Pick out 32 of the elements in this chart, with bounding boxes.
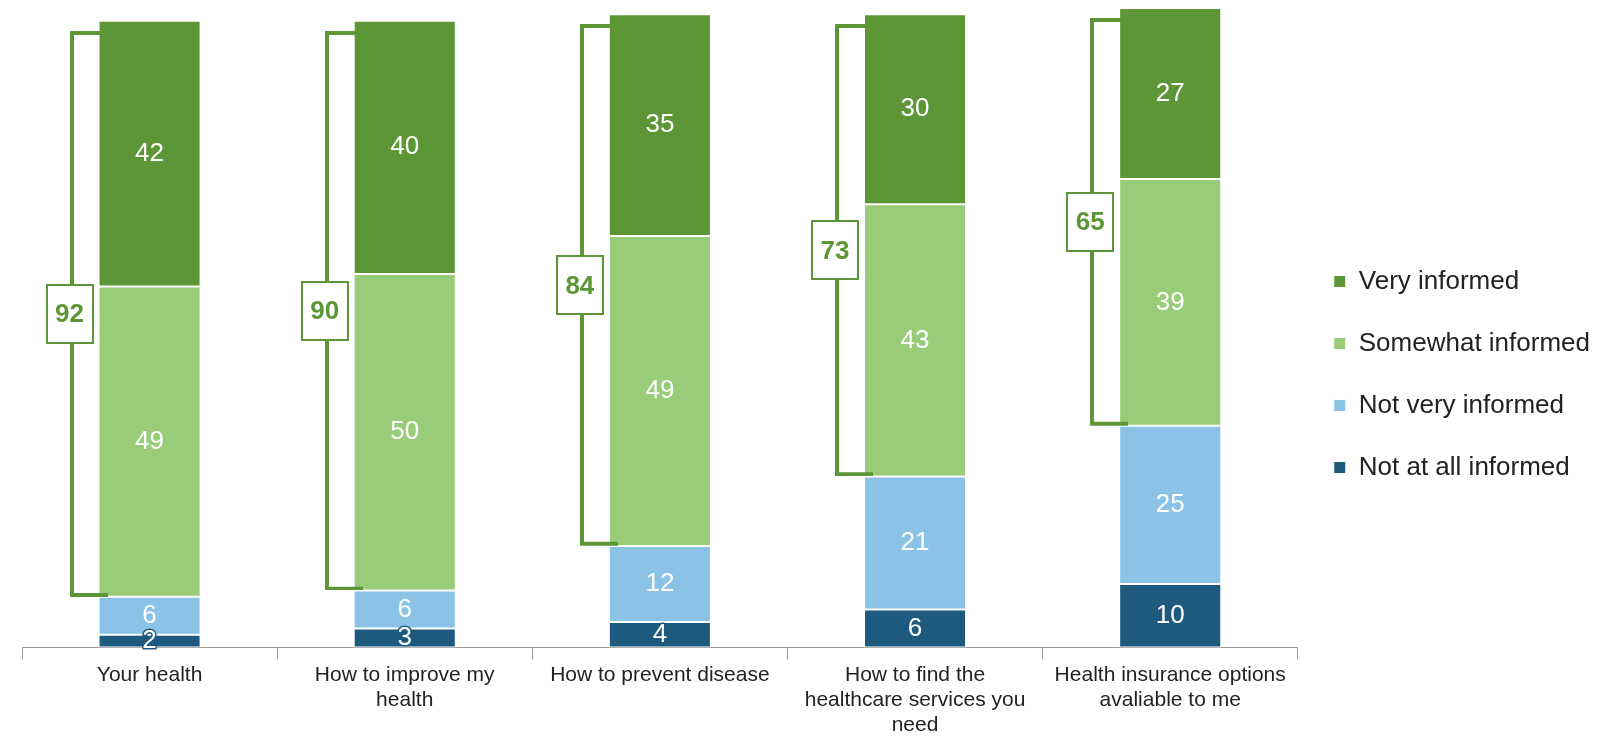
data-label: 25 (1155, 488, 1185, 519)
legend-label: Very informed (1358, 264, 1520, 295)
data-label: 30 (900, 92, 930, 123)
legend-label: Somewhat informed (1358, 326, 1591, 357)
data-label: 35 (645, 108, 675, 139)
x-tick-label: How to improve my health (314, 661, 496, 710)
data-label: 27 (1155, 76, 1185, 107)
annotation: 73 (811, 220, 860, 281)
annotation: 92 (45, 283, 94, 344)
data-label: 42 (135, 136, 165, 167)
data-label: 43 (900, 323, 930, 354)
annotation: 90 (300, 280, 349, 341)
data-label: 21 (900, 526, 930, 557)
data-label: 12 (645, 567, 675, 598)
data-label: 50 (390, 415, 420, 446)
x-tick-label: Health insurance options avaliable to me (1054, 661, 1286, 710)
x-tick-label: Your health (96, 661, 203, 685)
data-label: 49 (645, 374, 675, 405)
data-label: 40 (390, 130, 420, 161)
data-label: 6 (907, 611, 923, 642)
annotation: 65 (1066, 191, 1115, 252)
x-tick-label: How to prevent disease (550, 661, 770, 685)
data-label: 49 (135, 424, 165, 455)
data-label: 6 (397, 592, 412, 623)
annotation: 84 (555, 255, 604, 316)
data-label: 39 (1155, 285, 1185, 316)
legend-label: Not at all informed (1358, 450, 1570, 481)
legend-label: Not very informed (1358, 388, 1564, 419)
data-label: 4 (652, 617, 668, 648)
x-tick-label: How to find the healthcare services you need (804, 661, 1026, 736)
data-label: 10 (1155, 598, 1185, 629)
data-label: 6 (142, 598, 157, 629)
